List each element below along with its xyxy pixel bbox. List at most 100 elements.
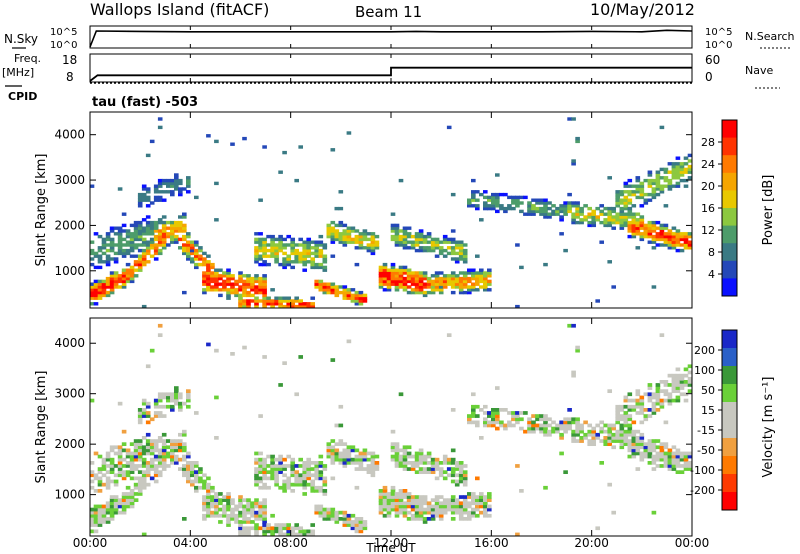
velocity-cell [182, 470, 187, 475]
power-cell [93, 290, 99, 295]
velocity-cell [547, 429, 552, 434]
power-cell [418, 240, 424, 244]
power-cell [483, 274, 488, 278]
velocity-cell [667, 401, 673, 406]
velocity-cell [270, 532, 275, 537]
velocity-cell [125, 501, 131, 506]
power-cell [101, 293, 107, 298]
power-cell [442, 274, 448, 278]
power-cell [230, 276, 235, 281]
power-cell [374, 246, 380, 250]
power-cell [149, 254, 155, 258]
power-cell [483, 195, 488, 200]
velocity-cell [495, 417, 500, 422]
power-cell [350, 237, 356, 242]
velocity-cell [394, 454, 400, 459]
velocity-cell [495, 426, 500, 431]
velocity-cell [254, 467, 259, 471]
power-cell [214, 218, 219, 222]
power-cell [157, 234, 163, 239]
velocity-cell [109, 479, 115, 484]
power-cell [495, 204, 500, 208]
power-cell [446, 251, 452, 256]
power-cell [206, 282, 211, 286]
power-cell [450, 290, 456, 295]
power-cell [675, 237, 681, 242]
power-cell [567, 204, 572, 208]
power-cell [226, 271, 231, 275]
power-y-tick-label: 2000 [54, 218, 85, 232]
power-cell [450, 237, 456, 242]
velocity-cell [370, 461, 376, 465]
velocity-cell [571, 417, 576, 422]
velocity-cell [503, 408, 508, 412]
velocity-cell [89, 510, 95, 515]
velocity-cell [563, 470, 568, 475]
power-cell [615, 204, 621, 208]
velocity-cell [418, 513, 424, 518]
velocity-cell [603, 442, 609, 447]
power-cell [157, 218, 163, 222]
power-cell [543, 201, 548, 205]
power-cell [89, 302, 95, 306]
velocity-cell [410, 513, 416, 518]
velocity-cell [471, 495, 476, 499]
velocity-cell [663, 398, 669, 403]
power-cell [302, 240, 308, 244]
velocity-cell [141, 473, 147, 478]
velocity-cell [406, 461, 412, 465]
power-cell [226, 276, 231, 281]
power-cell [467, 288, 472, 292]
velocity-cell [394, 510, 400, 515]
velocity-cell [322, 467, 328, 471]
power-cell [121, 223, 127, 228]
velocity-cell [266, 526, 271, 531]
velocity-cell [242, 504, 247, 509]
power-cell [186, 234, 191, 239]
power-cell [258, 198, 263, 202]
power-cell [226, 268, 231, 272]
velocity-cell [326, 517, 332, 521]
power-cell [262, 262, 267, 267]
power-cell [511, 198, 516, 202]
power-cell [170, 190, 175, 194]
power-cell [198, 246, 203, 250]
power-cell [458, 282, 464, 286]
power-cell [647, 170, 653, 174]
power-cell [125, 234, 131, 239]
velocity-cell [153, 404, 159, 409]
power-cell [487, 268, 492, 272]
velocity-cell [647, 386, 653, 390]
power-cell [133, 246, 139, 250]
power-cell [547, 212, 552, 216]
velocity-cell [101, 517, 107, 521]
velocity-cell [479, 436, 484, 440]
velocity-cell [627, 454, 633, 459]
velocity-cell [679, 380, 685, 384]
velocity-cell [121, 464, 127, 468]
power-cell [117, 187, 123, 191]
power-cell [318, 251, 324, 256]
velocity-cell [226, 495, 231, 499]
power-cell [655, 173, 661, 177]
velocity-cell [161, 432, 167, 437]
power-cell [266, 254, 271, 258]
power-cell [410, 276, 416, 281]
power-cell [450, 229, 456, 233]
power-cell [326, 229, 332, 233]
velocity-cell [306, 473, 312, 478]
power-cell [515, 195, 520, 200]
velocity-cell [338, 454, 344, 459]
velocity-cell [161, 414, 167, 418]
power-cell [153, 223, 159, 228]
velocity-cell [442, 454, 448, 459]
power-cell [258, 276, 263, 281]
power-cell [97, 265, 103, 270]
power-cell [174, 176, 179, 180]
velocity-cell [663, 464, 669, 468]
power-cell [137, 243, 143, 247]
power-cell [101, 288, 107, 292]
velocity-cell [623, 442, 629, 447]
velocity-cell [93, 476, 99, 481]
velocity-cell [555, 423, 560, 428]
